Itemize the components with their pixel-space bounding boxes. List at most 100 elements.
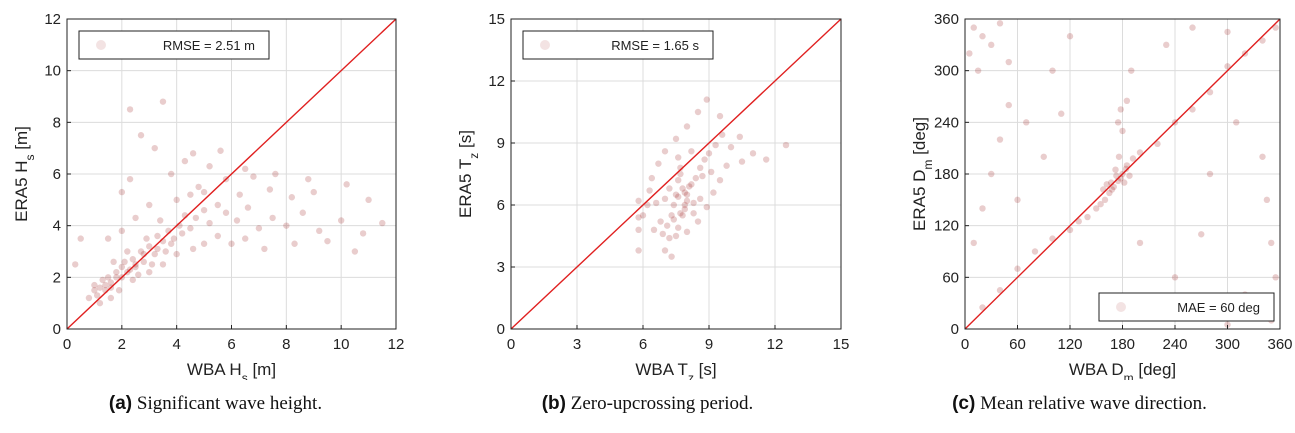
scatter-point bbox=[269, 214, 276, 222]
scatter-point bbox=[113, 268, 120, 276]
scatter-point bbox=[146, 201, 153, 209]
scatter-point bbox=[124, 248, 131, 255]
scatter-point bbox=[283, 222, 290, 229]
caption-c-text: Mean relative wave direction. bbox=[975, 393, 1207, 414]
scatter-point bbox=[670, 201, 677, 209]
scatter-point bbox=[683, 191, 691, 198]
x-tick-label: 0 bbox=[63, 336, 71, 353]
panel-b: 0 3 6 9 12 15 0 3 6 9 12 15 WBA Tz [s] ERA5 Tz [s] RMS… bbox=[432, 0, 863, 433]
scatter-point bbox=[102, 281, 109, 289]
scatter-point bbox=[206, 163, 213, 170]
scatter-point bbox=[683, 197, 691, 205]
scatter-point bbox=[343, 181, 350, 188]
caption-c: (c) Mean relative wave direction. bbox=[864, 393, 1295, 415]
scatter-point bbox=[749, 150, 757, 157]
scatter-point bbox=[659, 230, 666, 238]
scatter-point bbox=[77, 235, 84, 242]
scatter-point bbox=[1121, 179, 1128, 186]
scatter-point bbox=[657, 218, 664, 225]
scatter-point bbox=[104, 235, 112, 242]
scatter-point bbox=[763, 156, 770, 163]
scatter-point bbox=[126, 175, 134, 183]
scatter-point bbox=[1084, 213, 1091, 221]
scatter-point bbox=[716, 112, 724, 120]
scatter-point bbox=[1103, 181, 1110, 188]
scatter-point bbox=[200, 188, 208, 196]
scatter-point bbox=[1049, 67, 1056, 74]
scatter-point bbox=[167, 170, 175, 178]
scatter-point bbox=[1136, 149, 1144, 156]
scatter-point bbox=[661, 195, 669, 202]
scatter-point bbox=[1066, 33, 1074, 40]
scatter-point bbox=[132, 214, 139, 222]
scatter-point bbox=[675, 224, 682, 231]
scatter-point bbox=[738, 158, 746, 165]
legend-box bbox=[78, 30, 270, 60]
legend-box bbox=[522, 30, 714, 60]
scatter-point bbox=[635, 247, 642, 254]
x-tick-label: 60 bbox=[1009, 336, 1026, 353]
scatter-point bbox=[154, 245, 161, 253]
scatter-point bbox=[159, 261, 167, 268]
scatter-point bbox=[1058, 110, 1065, 117]
scatter-point bbox=[653, 199, 660, 207]
x-tick-label: 360 bbox=[1267, 336, 1292, 353]
y-tick-label: 120 bbox=[934, 218, 959, 235]
scatter-point bbox=[1198, 231, 1205, 238]
scatter-point bbox=[151, 144, 158, 152]
x-tick-label: 15 bbox=[833, 336, 850, 353]
scatter-point bbox=[137, 132, 145, 139]
y-tick-label: 0 bbox=[951, 321, 959, 338]
scatter-point bbox=[316, 227, 323, 235]
scatter-point bbox=[118, 227, 126, 235]
scatter-point bbox=[681, 189, 688, 196]
scatter-point bbox=[159, 98, 167, 105]
scatter-point bbox=[104, 274, 112, 281]
caption-a-text: Significant wave height. bbox=[132, 393, 323, 414]
x-tick-label: 3 bbox=[573, 336, 581, 353]
scatter-point bbox=[1136, 239, 1144, 247]
x-tick-label: 300 bbox=[1215, 336, 1240, 353]
scatter-point bbox=[1259, 37, 1266, 44]
scatter-point bbox=[1005, 58, 1012, 66]
scatter-point bbox=[379, 219, 386, 227]
scatter-point bbox=[683, 123, 691, 130]
caption-c-tag: (c) bbox=[952, 393, 976, 414]
x-tick-label: 8 bbox=[282, 336, 290, 353]
scatter-point bbox=[1233, 119, 1240, 126]
scatter-point bbox=[365, 196, 372, 204]
scatter-point bbox=[1113, 172, 1120, 179]
scatter-point bbox=[727, 143, 735, 151]
scatter-point bbox=[1224, 28, 1231, 36]
scatter-point bbox=[200, 240, 208, 247]
scatter-point bbox=[1115, 153, 1123, 160]
reference-line bbox=[510, 18, 842, 330]
scatter-point bbox=[648, 174, 655, 182]
y-tick-label: 12 bbox=[44, 11, 61, 28]
scatter-point bbox=[666, 185, 673, 192]
scatter-point bbox=[250, 173, 257, 180]
scatter-point bbox=[668, 212, 675, 219]
scatter-point bbox=[1110, 183, 1117, 191]
scatter-point bbox=[1075, 218, 1082, 225]
x-tick-label: 0 bbox=[507, 336, 515, 353]
scatter-point bbox=[966, 50, 973, 57]
scatter-point bbox=[214, 232, 221, 240]
scatter-point bbox=[310, 188, 317, 196]
scatter-point bbox=[639, 212, 647, 219]
scatter-point bbox=[195, 183, 202, 191]
scatter-point bbox=[151, 250, 158, 258]
scatter-point bbox=[129, 276, 136, 284]
scatter-point bbox=[244, 204, 252, 211]
scatter-point bbox=[1268, 239, 1275, 247]
scatter-point bbox=[1272, 274, 1279, 281]
scatter-point bbox=[189, 245, 197, 253]
scatter-point bbox=[135, 271, 142, 278]
x-tick-label: 2 bbox=[118, 336, 126, 353]
scatter-point bbox=[979, 33, 986, 40]
scatter-point bbox=[635, 214, 642, 221]
y-tick-label: 6 bbox=[53, 166, 61, 183]
legend-marker bbox=[540, 40, 550, 50]
scatter-point bbox=[228, 240, 235, 247]
scatter-point bbox=[996, 287, 1004, 294]
